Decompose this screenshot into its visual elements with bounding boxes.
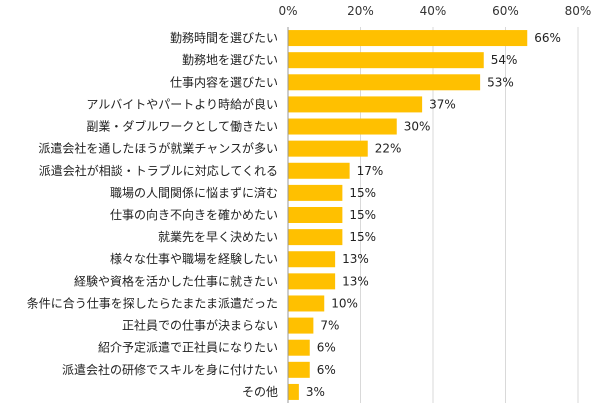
value-label: 13% xyxy=(342,252,369,266)
value-label: 30% xyxy=(404,120,431,134)
category-label: 仕事内容を選びたい xyxy=(170,74,278,89)
category-label: 職場の人間関係に悩まずに済む xyxy=(110,185,278,200)
bar xyxy=(288,96,423,113)
x-tick-label: 40% xyxy=(420,4,447,18)
value-label: 66% xyxy=(534,31,561,45)
category-label: 紹介予定派遣で正社員になりたい xyxy=(98,340,278,355)
category-label: 経験や資格を活かした仕事に就きたい xyxy=(74,273,278,288)
category-label: 派遣会社を通したほうが就業チャンスが多い xyxy=(38,141,278,156)
bar xyxy=(288,30,528,47)
category-label: 勤務時間を選びたい xyxy=(170,31,278,45)
value-label: 13% xyxy=(342,274,369,288)
value-label: 54% xyxy=(491,53,518,67)
category-label: 勤務地を選びたい xyxy=(182,53,278,67)
value-label: 53% xyxy=(487,75,514,89)
category-label: アルバイトやパートより時給が良い xyxy=(86,96,278,111)
category-label: 様々な仕事や職場を経験したい xyxy=(110,251,278,266)
category-label: 仕事の向き不向きを確かめたい xyxy=(110,207,278,222)
category-label: 派遣会社が相談・トラブルに対応してくれる xyxy=(39,163,278,178)
bar xyxy=(288,361,310,378)
category-label: 正社員での仕事が決まらない xyxy=(122,318,278,333)
category-label: 派遣会社の研修でスキルを身に付けたい xyxy=(62,362,278,377)
bar xyxy=(288,317,314,334)
bar xyxy=(288,162,350,179)
bar xyxy=(288,251,336,268)
value-label: 22% xyxy=(375,142,402,156)
bar xyxy=(288,184,343,201)
bar xyxy=(288,140,368,157)
value-label: 15% xyxy=(349,208,376,222)
category-label: その他 xyxy=(242,385,278,399)
value-label: 17% xyxy=(357,164,384,178)
bar xyxy=(288,383,299,400)
value-label: 15% xyxy=(349,230,376,244)
value-label: 7% xyxy=(320,319,339,333)
category-label: 就業先を早く決めたい xyxy=(158,230,278,244)
value-label: 3% xyxy=(306,385,325,399)
x-tick-label: 80% xyxy=(565,4,592,18)
value-label: 10% xyxy=(331,296,358,310)
x-tick-label: 20% xyxy=(347,4,374,18)
bar xyxy=(288,273,336,290)
value-label: 15% xyxy=(349,186,376,200)
category-label: 副業・ダブルワークとして働きたい xyxy=(86,119,278,134)
bar xyxy=(288,52,484,69)
value-label: 6% xyxy=(317,341,336,355)
bar xyxy=(288,118,397,135)
x-tick-label: 60% xyxy=(492,4,519,18)
x-tick-label: 0% xyxy=(278,4,297,18)
bar xyxy=(288,74,481,91)
bar xyxy=(288,207,343,223)
bar xyxy=(288,339,310,356)
category-label: 条件に合う仕事を探したらたまたま派遣だった xyxy=(27,295,278,310)
value-label: 37% xyxy=(429,97,456,111)
value-label: 6% xyxy=(317,363,336,377)
bar xyxy=(288,229,343,246)
bar xyxy=(288,295,325,312)
